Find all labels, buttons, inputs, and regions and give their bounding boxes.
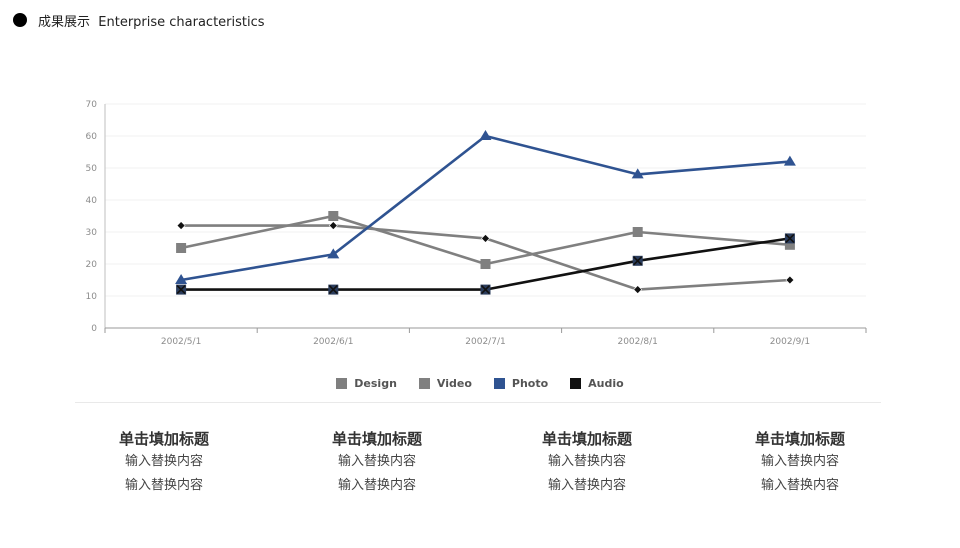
x-tick-label: 2002/5/1 (161, 337, 201, 347)
card-text[interactable]: 输入替换内容 (547, 454, 626, 469)
y-tick-label: 20 (86, 260, 98, 270)
x-tick-label: 2002/7/1 (465, 337, 505, 347)
data-point-design (785, 275, 795, 285)
data-point-design (176, 221, 186, 231)
y-tick-label: 70 (86, 100, 98, 110)
card-text[interactable]: 输入替换内容 (337, 478, 416, 493)
info-card-2: 单击填加标题 输入替换内容 输入替换内容 (312, 428, 442, 498)
legend-label: Audio (588, 377, 624, 390)
card-title[interactable]: 单击填加标题 (331, 430, 422, 448)
series-line-photo (180, 134, 791, 282)
data-point-audio (632, 255, 643, 266)
data-point-photo (327, 248, 340, 259)
y-tick-label: 50 (86, 164, 98, 174)
bullet-dot-icon (13, 13, 27, 27)
data-point-audio (176, 284, 187, 295)
y-tick-label: 10 (86, 292, 98, 302)
y-tick-label: 0 (91, 324, 97, 334)
data-point-audio (480, 284, 491, 295)
card-text[interactable]: 输入替换内容 (760, 454, 839, 469)
card-text[interactable]: 输入替换内容 (547, 478, 626, 493)
legend-label: Photo (511, 377, 549, 390)
card-text[interactable]: 输入替换内容 (124, 454, 203, 469)
divider (75, 402, 881, 403)
chart-legend: Design Video Photo Audio (0, 377, 960, 390)
legend-label: Video (436, 377, 472, 390)
data-point-design (481, 233, 490, 243)
data-point-photo (631, 168, 644, 179)
x-tick-label: 2002/6/1 (313, 337, 353, 347)
legend-label: Design (354, 377, 397, 390)
card-title[interactable]: 单击填加标题 (541, 430, 632, 448)
data-point-audio (784, 233, 795, 244)
legend-swatch (570, 378, 582, 389)
y-tick-label: 30 (86, 228, 98, 238)
info-card-4: 单击填加标题 输入替换内容 输入替换内容 (735, 428, 865, 498)
data-point-photo (783, 155, 796, 166)
info-card-3: 单击填加标题 输入替换内容 输入替换内容 (522, 428, 652, 498)
x-tick-label: 2002/9/1 (770, 337, 810, 347)
data-point-video (784, 239, 795, 250)
legend-swatch (418, 378, 430, 389)
data-point-photo (479, 130, 492, 140)
line-chart: 0 10 20 30 40 50 60 70 2002/5/1 2002/6/1 2002/7/1 2… (86, 100, 867, 347)
data-point-video (176, 243, 187, 253)
legend-item-video[interactable]: Video (418, 377, 472, 390)
legend-item-photo[interactable]: Photo (493, 377, 549, 390)
data-point-video (480, 259, 491, 269)
x-tick-label: 2002/8/1 (617, 337, 657, 347)
y-tick-label: 40 (86, 196, 98, 206)
data-point-design (328, 221, 338, 231)
data-point-design (633, 285, 643, 295)
card-text[interactable]: 输入替换内容 (124, 478, 203, 493)
card-title[interactable]: 单击填加标题 (118, 430, 209, 448)
legend-item-audio[interactable]: Audio (570, 377, 624, 390)
card-text[interactable]: 输入替换内容 (337, 454, 416, 469)
card-text[interactable]: 输入替换内容 (760, 478, 839, 493)
legend-item-design[interactable]: Design (336, 377, 397, 390)
slide-title: 成果展示 Enterprise characteristics (38, 14, 265, 30)
info-card-1: 单击填加标题 输入替换内容 输入替换内容 (99, 428, 229, 498)
legend-swatch (336, 378, 348, 389)
data-point-video (632, 227, 643, 237)
card-title[interactable]: 单击填加标题 (754, 430, 845, 448)
slide-header: 成果展示 Enterprise characteristics (13, 10, 265, 30)
y-tick-label: 60 (86, 132, 98, 142)
data-point-audio (328, 284, 339, 295)
data-point-photo (175, 274, 188, 284)
legend-swatch (493, 378, 505, 389)
data-point-video (328, 211, 339, 221)
